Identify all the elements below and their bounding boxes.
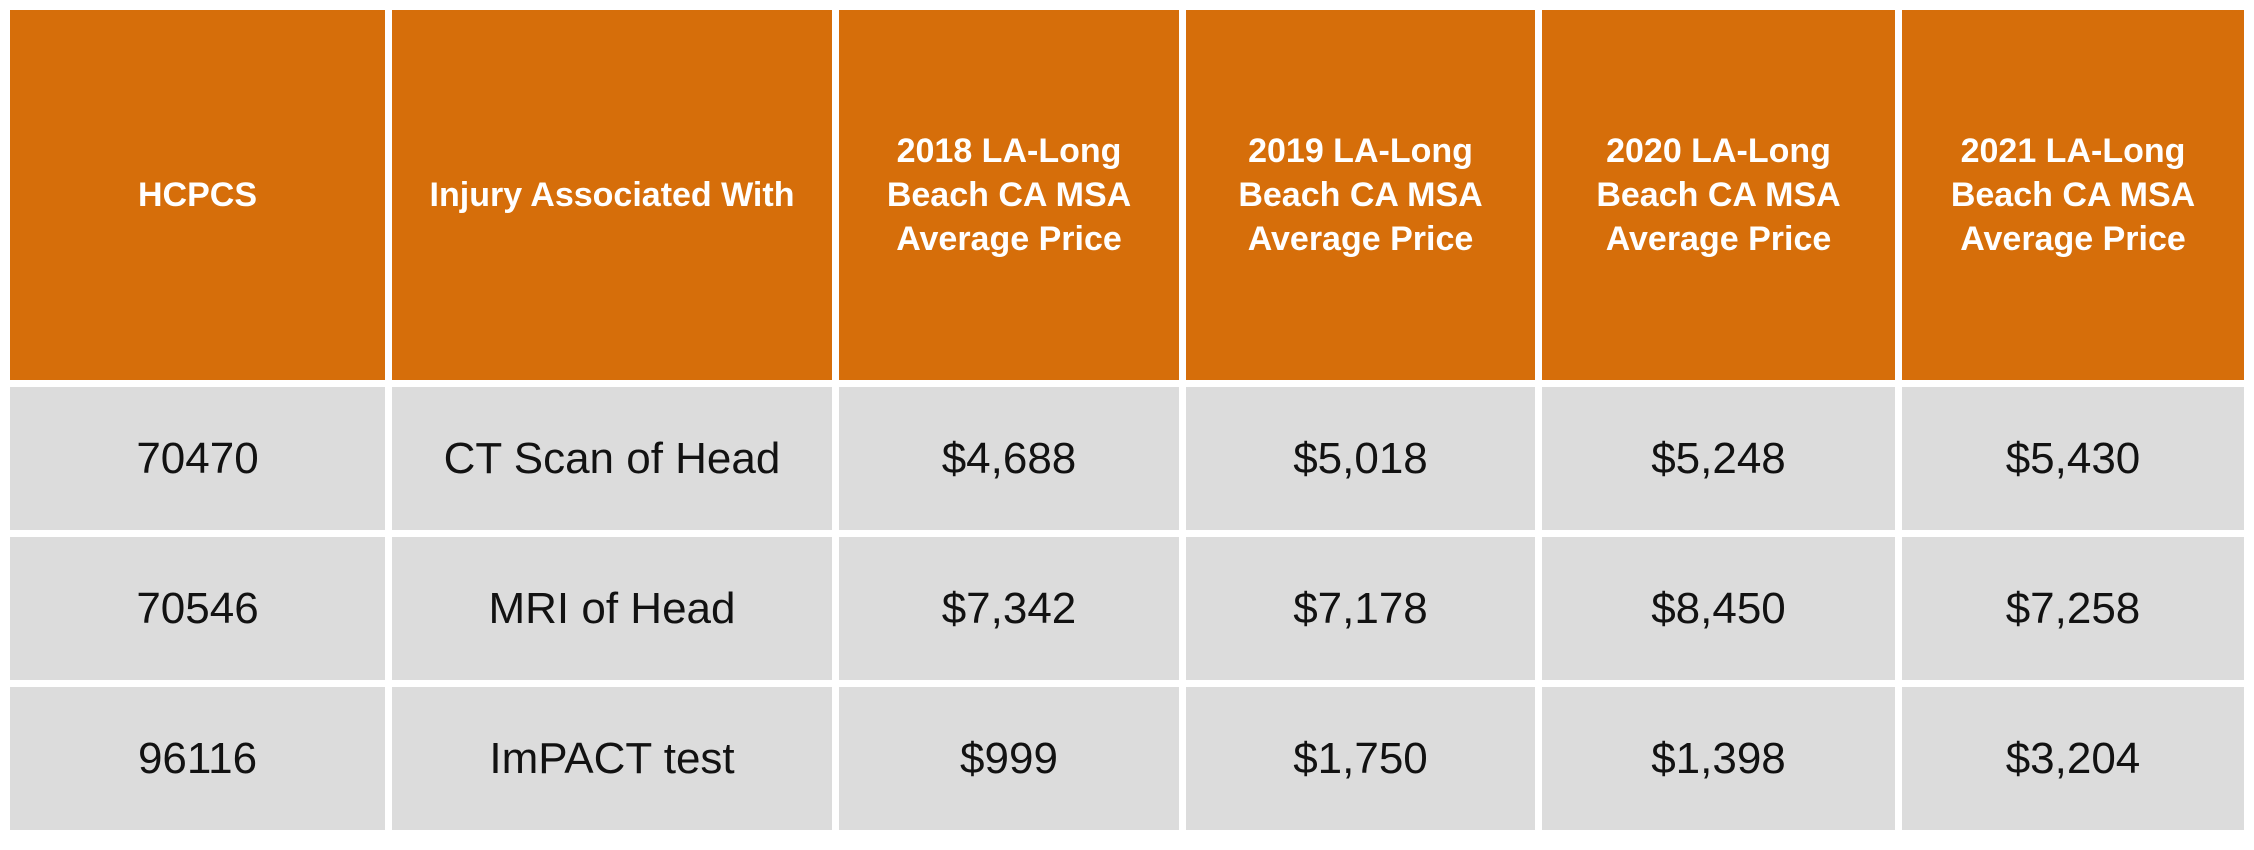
cell-hcpcs: 70546 bbox=[10, 537, 385, 680]
pricing-table: HCPCS Injury Associated With 2018 LA-Lon… bbox=[3, 3, 2251, 837]
column-header-2020-price: 2020 LA-Long Beach CA MSA Average Price bbox=[1542, 10, 1895, 380]
column-header-label: Injury Associated With bbox=[429, 175, 795, 214]
cell-hcpcs: 70470 bbox=[10, 387, 385, 530]
column-header-2019-price: 2019 LA-Long Beach CA MSA Average Price bbox=[1186, 10, 1535, 380]
cell-price-2018: $4,688 bbox=[839, 387, 1179, 530]
cell-price-2020: $8,450 bbox=[1542, 537, 1895, 680]
cell-price-2019: $5,018 bbox=[1186, 387, 1535, 530]
column-header-label: 2018 LA-Long Beach CA MSA Average Price bbox=[886, 131, 1132, 259]
cell-injury: MRI of Head bbox=[392, 537, 832, 680]
column-header-label: 2021 LA-Long Beach CA MSA Average Price bbox=[1950, 131, 2196, 259]
cell-injury: CT Scan of Head bbox=[392, 387, 832, 530]
cell-price-2020: $5,248 bbox=[1542, 387, 1895, 530]
column-header-injury: Injury Associated With bbox=[392, 10, 832, 380]
cell-price-2019: $7,178 bbox=[1186, 537, 1535, 680]
cell-price-2020: $1,398 bbox=[1542, 687, 1895, 830]
cell-price-2021: $5,430 bbox=[1902, 387, 2244, 530]
column-header-label: 2019 LA-Long Beach CA MSA Average Price bbox=[1238, 131, 1483, 259]
cell-price-2018: $7,342 bbox=[839, 537, 1179, 680]
cell-price-2019: $1,750 bbox=[1186, 687, 1535, 830]
column-header-hcpcs: HCPCS bbox=[10, 10, 385, 380]
cell-price-2021: $3,204 bbox=[1902, 687, 2244, 830]
table-row: 70470 CT Scan of Head $4,688 $5,018 $5,2… bbox=[10, 387, 2244, 530]
cell-hcpcs: 96116 bbox=[10, 687, 385, 830]
cell-price-2018: $999 bbox=[839, 687, 1179, 830]
header-row: HCPCS Injury Associated With 2018 LA-Lon… bbox=[10, 10, 2244, 380]
cell-injury: ImPACT test bbox=[392, 687, 832, 830]
table-row: 96116 ImPACT test $999 $1,750 $1,398 $3,… bbox=[10, 687, 2244, 830]
column-header-2018-price: 2018 LA-Long Beach CA MSA Average Price bbox=[839, 10, 1179, 380]
cell-price-2021: $7,258 bbox=[1902, 537, 2244, 680]
column-header-2021-price: 2021 LA-Long Beach CA MSA Average Price bbox=[1902, 10, 2244, 380]
column-header-label: 2020 LA-Long Beach CA MSA Average Price bbox=[1596, 131, 1841, 259]
table-row: 70546 MRI of Head $7,342 $7,178 $8,450 $… bbox=[10, 537, 2244, 680]
column-header-label: HCPCS bbox=[137, 175, 258, 214]
